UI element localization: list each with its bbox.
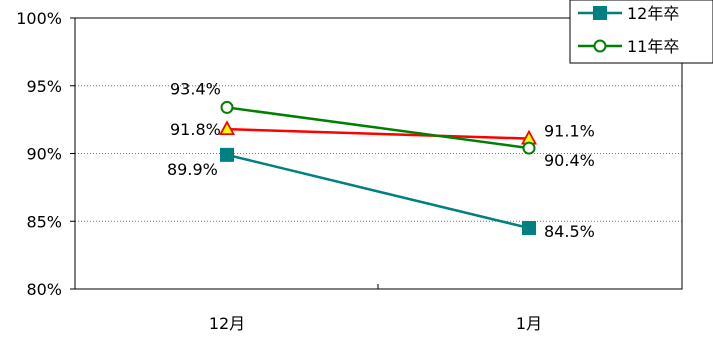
data-point-circle [522,141,536,155]
data-label: 91.1% [544,122,595,141]
legend-label: 11年卒 [627,37,679,56]
data-point-circle [220,100,234,114]
y-tick-label: 90% [26,145,62,164]
series-line [226,153,530,230]
gridlines [75,85,682,222]
data-label: 84.5% [544,222,595,241]
y-tick-label: 80% [26,280,62,299]
x-tick-label: 12月 [209,314,245,333]
legend-label: 12年卒 [627,4,679,23]
data-label: 89.9% [167,160,218,179]
data-label: 93.4% [170,79,221,98]
y-tick-label: 85% [26,212,62,231]
data-label: 91.8% [170,120,221,139]
series-group: 89.9% 84.5% 91.8% 91.1% 93.4% 90.4% [167,79,595,241]
y-tick-label: 95% [26,77,62,96]
x-axis: 12月 1月 [209,284,542,333]
series-line [226,127,530,140]
data-point-square [220,147,234,162]
data-point-square [522,221,536,236]
legend: 12年卒 11年卒 [569,0,713,64]
y-tick-label: 100% [16,9,62,28]
legend-marker-circle [593,39,607,53]
data-label: 90.4% [544,151,595,170]
legend-marker-square [593,6,607,20]
data-point-triangle [218,120,236,136]
y-axis: 80% 85% 90% 95% 100% [16,9,75,299]
series-line [226,106,530,150]
x-tick-label: 1月 [516,314,542,333]
